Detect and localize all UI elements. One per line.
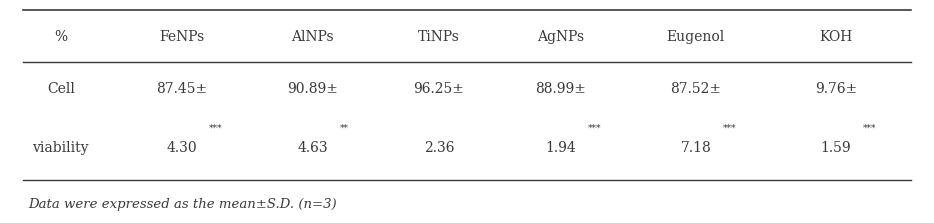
Text: ***: ***: [587, 124, 601, 133]
Text: 4.63: 4.63: [298, 141, 328, 155]
Text: 1.59: 1.59: [821, 141, 851, 155]
Text: 1.94: 1.94: [545, 141, 575, 155]
Text: 90.89±: 90.89±: [288, 82, 338, 96]
Text: ***: ***: [863, 124, 876, 133]
Text: Cell: Cell: [47, 82, 75, 96]
Text: 2.36: 2.36: [424, 141, 454, 155]
Text: AgNPs: AgNPs: [537, 30, 584, 44]
Text: 88.99±: 88.99±: [535, 82, 586, 96]
Text: Eugenol: Eugenol: [667, 30, 725, 44]
Text: 87.45±: 87.45±: [157, 82, 207, 96]
Text: AlNPs: AlNPs: [291, 30, 334, 44]
Text: 7.18: 7.18: [681, 141, 711, 155]
Text: ***: ***: [723, 124, 736, 133]
Text: TiNPs: TiNPs: [418, 30, 460, 44]
Text: Data were expressed as the mean±S.D. (n=3): Data were expressed as the mean±S.D. (n=…: [28, 198, 336, 211]
Text: viability: viability: [33, 141, 89, 155]
Text: 96.25±: 96.25±: [414, 82, 464, 96]
Text: 9.76±: 9.76±: [814, 82, 857, 96]
Text: FeNPs: FeNPs: [160, 30, 205, 44]
Text: %: %: [54, 30, 67, 44]
Text: 4.30: 4.30: [167, 141, 197, 155]
Text: **: **: [340, 124, 349, 133]
Text: 87.52±: 87.52±: [671, 82, 721, 96]
Text: KOH: KOH: [819, 30, 853, 44]
Text: ***: ***: [209, 124, 222, 133]
